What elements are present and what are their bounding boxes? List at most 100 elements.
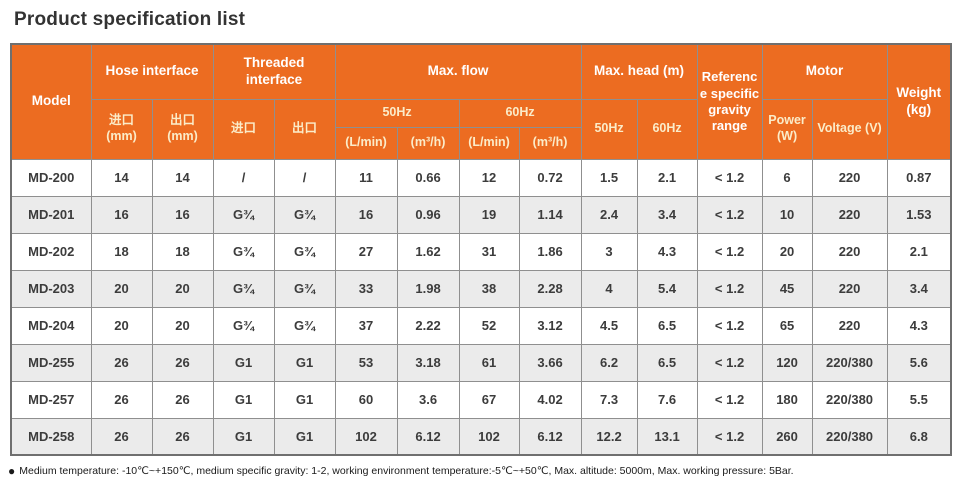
head-60hz-cell: 13.1 [636,417,698,456]
flow-50hz-m3h-cell: 2.22 [396,306,460,345]
voltage-cell: 220 [811,195,888,234]
flow-50hz-lmin-cell: 37 [334,306,398,345]
head-60hz-cell: 4.3 [636,232,698,271]
model-cell: MD-204 [10,306,92,345]
hose-outlet-cell: 20 [151,269,214,308]
power-cell: 120 [761,343,813,382]
weight-cell: 3.4 [886,269,952,308]
flow-60hz-m3h-cell: 4.02 [518,380,582,419]
hose-outlet-cell: 26 [151,343,214,382]
flow-60hz-m3h-cell: 3.12 [518,306,582,345]
hose-outlet-cell: 18 [151,232,214,271]
flow-60hz-lmin-cell: 19 [458,195,520,234]
flow-50hz-lmin-cell: 53 [334,343,398,382]
header-head-50hz: 50Hz [580,98,638,160]
threaded-inlet-cell: G1 [212,417,275,456]
flow-60hz-m3h-cell: 3.66 [518,343,582,382]
weight-cell: 5.5 [886,380,952,419]
power-cell: 10 [761,195,813,234]
weight-cell: 6.8 [886,417,952,456]
flow-60hz-lmin-cell: 12 [458,158,520,197]
page-title: Product specification list [14,9,246,30]
gravity-range-cell: < 1.2 [696,306,763,345]
header-motor-power: Power (W) [761,98,813,160]
threaded-inlet-cell: G1 [212,380,275,419]
head-60hz-cell: 5.4 [636,269,698,308]
head-50hz-cell: 2.4 [580,195,638,234]
hose-outlet-cell: 26 [151,417,214,456]
flow-50hz-m3h-cell: 0.66 [396,158,460,197]
flow-50hz-m3h-cell: 3.18 [396,343,460,382]
threaded-outlet-cell: G1 [273,380,336,419]
head-50hz-cell: 4.5 [580,306,638,345]
flow-50hz-lmin-cell: 102 [334,417,398,456]
threaded-inlet-cell: G1 [212,343,275,382]
gravity-range-cell: < 1.2 [696,417,763,456]
header-reference-gravity: Reference specific gravity range [696,43,763,160]
model-cell: MD-200 [10,158,92,197]
table-row: MD-204 20 20 G¾ G¾ 37 2.22 52 3.12 4.5 6… [10,306,952,345]
header-head-60hz: 60Hz [636,98,698,160]
header-flow-60hz-lmin: (L/min) [458,126,520,160]
header-threaded-outlet: 出口 [273,98,336,160]
header-motor: Motor [761,43,888,100]
gravity-range-cell: < 1.2 [696,343,763,382]
flow-50hz-m3h-cell: 1.62 [396,232,460,271]
hose-inlet-cell: 26 [90,380,153,419]
flow-50hz-m3h-cell: 3.6 [396,380,460,419]
footnote-text: Medium temperature: -10℃~+150℃, medium s… [19,465,794,477]
gravity-range-cell: < 1.2 [696,158,763,197]
head-50hz-cell: 6.2 [580,343,638,382]
gravity-range-cell: < 1.2 [696,232,763,271]
threaded-outlet-cell: G1 [273,417,336,456]
voltage-cell: 220 [811,306,888,345]
voltage-cell: 220/380 [811,343,888,382]
threaded-inlet-cell: G¾ [212,195,275,234]
weight-cell: 1.53 [886,195,952,234]
table-row: MD-255 26 26 G1 G1 53 3.18 61 3.66 6.2 6… [10,343,952,382]
threaded-outlet-cell: G1 [273,343,336,382]
model-cell: MD-257 [10,380,92,419]
weight-cell: 0.87 [886,158,952,197]
voltage-cell: 220 [811,158,888,197]
threaded-outlet-cell: G¾ [273,269,336,308]
flow-50hz-m3h-cell: 6.12 [396,417,460,456]
voltage-cell: 220 [811,232,888,271]
power-cell: 45 [761,269,813,308]
hose-inlet-cell: 20 [90,269,153,308]
flow-60hz-lmin-cell: 38 [458,269,520,308]
threaded-outlet-cell: G¾ [273,232,336,271]
head-50hz-cell: 1.5 [580,158,638,197]
header-flow-50hz: 50Hz [334,98,460,128]
gravity-range-cell: < 1.2 [696,195,763,234]
head-50hz-cell: 12.2 [580,417,638,456]
model-cell: MD-203 [10,269,92,308]
power-cell: 260 [761,417,813,456]
hose-inlet-cell: 16 [90,195,153,234]
flow-60hz-lmin-cell: 67 [458,380,520,419]
model-cell: MD-202 [10,232,92,271]
model-cell: MD-255 [10,343,92,382]
spec-table-body: MD-200 14 14 / / 11 0.66 12 0.72 1.5 2.1… [10,158,952,456]
flow-60hz-m3h-cell: 1.14 [518,195,582,234]
head-60hz-cell: 6.5 [636,306,698,345]
table-row: MD-257 26 26 G1 G1 60 3.6 67 4.02 7.3 7.… [10,380,952,419]
hose-inlet-cell: 20 [90,306,153,345]
header-hose-outlet: 出口 (mm) [151,98,214,160]
threaded-outlet-cell: G¾ [273,306,336,345]
hose-inlet-cell: 26 [90,343,153,382]
flow-50hz-m3h-cell: 1.98 [396,269,460,308]
bullet-dot-icon: ● [8,464,16,478]
weight-cell: 5.6 [886,343,952,382]
model-cell: MD-258 [10,417,92,456]
table-row: MD-201 16 16 G¾ G¾ 16 0.96 19 1.14 2.4 3… [10,195,952,234]
flow-60hz-lmin-cell: 102 [458,417,520,456]
hose-inlet-cell: 14 [90,158,153,197]
threaded-outlet-cell: G¾ [273,195,336,234]
hose-outlet-cell: 26 [151,380,214,419]
weight-cell: 4.3 [886,306,952,345]
hose-outlet-cell: 14 [151,158,214,197]
header-flow-60hz: 60Hz [458,98,582,128]
flow-60hz-m3h-cell: 6.12 [518,417,582,456]
threaded-inlet-cell: G¾ [212,232,275,271]
